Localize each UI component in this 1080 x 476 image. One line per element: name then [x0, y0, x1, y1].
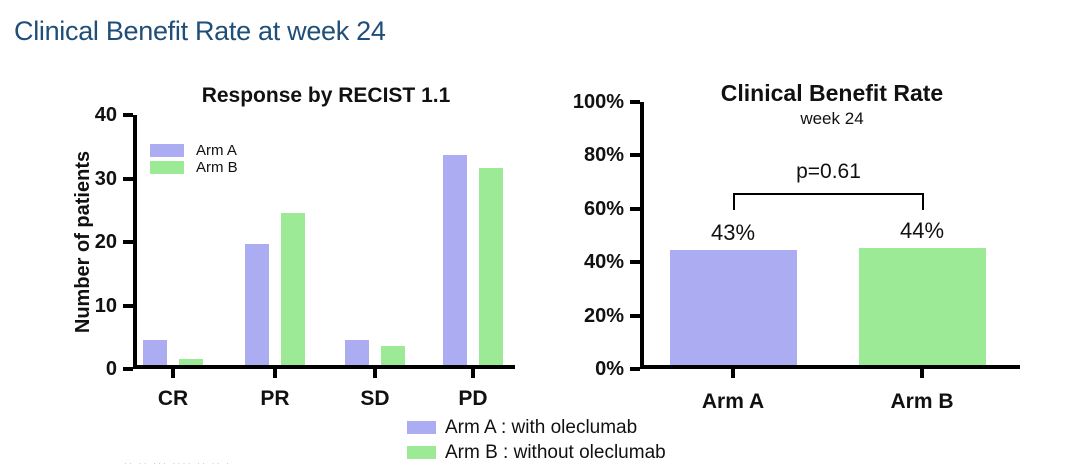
y-axis-tick [123, 240, 133, 244]
y-axis-tick-label: 40 [94, 104, 117, 126]
y-axis-tick-label: 0% [595, 358, 624, 380]
bar-arm-a [669, 250, 797, 365]
y-axis-tick-label: 0 [105, 358, 117, 380]
significance-bracket-top [733, 193, 924, 195]
bar-arm-a-pd [443, 155, 467, 365]
bottom-legend-label-arm-b: Arm B : without oleclumab [445, 441, 666, 463]
recist-plot-area: 0 10 20 30 40 CR PR SD PD [95, 104, 515, 410]
significance-bracket-left [733, 193, 735, 210]
y-axis-tick-label: 10 [94, 294, 117, 317]
y-axis-tick [123, 113, 133, 117]
y-axis-tick-label: 40% [583, 251, 624, 274]
y-axis-tick [630, 367, 640, 371]
bar-arm-b-sd [381, 345, 405, 365]
footer-watermark: ·· ·· ··· ···· ·· ·· · [124, 458, 231, 468]
cbr-chart-subtitle: week 24 [800, 109, 864, 128]
recist-chart-title: Response by RECIST 1.1 [201, 84, 451, 107]
y-axis-tick-label: 60% [583, 197, 624, 220]
legend-label-arm-a: Arm A [196, 142, 237, 159]
x-axis-tick [471, 369, 475, 378]
legend-row-arm-a: Arm A [150, 142, 238, 159]
y-axis-tick-label: 80% [583, 144, 624, 167]
y-axis-tick [630, 206, 640, 211]
p-value-label: p=0.61 [796, 160, 861, 183]
y-axis-tick-label: 20 [94, 231, 117, 253]
bar-arm-b [858, 247, 986, 365]
significance-bracket-right [922, 193, 924, 210]
x-axis-category-label: PR [260, 387, 290, 410]
x-axis-tick [171, 369, 175, 378]
arm-a-swatch [150, 144, 184, 157]
y-axis-tick-label: 30 [94, 167, 117, 190]
bar-arm-a-sd [345, 339, 369, 365]
arm-b-swatch [150, 161, 184, 174]
x-axis-category-label: CR [157, 387, 189, 410]
y-axis-tick-label: 100% [572, 91, 624, 113]
x-axis-category-label: Arm B [890, 390, 954, 413]
bottom-legend-row-arm-b: Arm B : without oleclumab [407, 440, 666, 465]
bar-value-label: 44% [899, 217, 945, 243]
bar-arm-b-pr [281, 212, 305, 365]
x-axis-category-label: Arm A [701, 390, 765, 413]
x-axis-tick [731, 369, 735, 378]
page-title: Clinical Benefit Rate at week 24 [14, 16, 386, 46]
cbr-plot-area: p=0.61 0% 20% 40% 60% 80% 100% 43% Arm A 44% Arm … [573, 91, 1020, 413]
y-axis-tick [630, 153, 640, 158]
legend-row-arm-b: Arm B [150, 159, 238, 176]
y-axis-tick [123, 176, 133, 181]
bar-arm-a-cr [143, 339, 167, 365]
arm-a-swatch [407, 421, 436, 434]
bar-arm-b-cr [179, 358, 203, 365]
bottom-legend-row-arm-a: Arm A : with oleclumab [407, 415, 666, 440]
cbr-chart-header: Clinical Benefit Rate week 24 [640, 80, 1024, 129]
x-axis-category-label: SD [360, 387, 390, 410]
bar-value-label: 43% [710, 220, 756, 246]
x-axis-tick [373, 369, 377, 378]
y-axis-tick [123, 303, 133, 308]
bottom-legend: Arm A : with oleclumab Arm B : without o… [407, 415, 666, 465]
y-axis-tick [630, 100, 640, 104]
y-axis-tick [630, 313, 640, 318]
y-axis-tick-label: 20% [583, 304, 624, 327]
legend-label-arm-b: Arm B [196, 159, 238, 176]
y-axis-tick [630, 260, 640, 265]
y-axis-tick [123, 367, 133, 371]
x-axis-tick [273, 369, 277, 378]
recist-legend: Arm A Arm B [150, 142, 238, 176]
x-axis-category-label: PD [458, 387, 488, 410]
cbr-chart-title: Clinical Benefit Rate [720, 80, 944, 106]
bar-arm-b-pd [479, 168, 503, 365]
x-axis-tick [920, 369, 924, 378]
bottom-legend-label-arm-a: Arm A : with oleclumab [445, 416, 638, 438]
arm-b-swatch [407, 446, 436, 459]
bar-arm-a-pr [245, 244, 269, 365]
